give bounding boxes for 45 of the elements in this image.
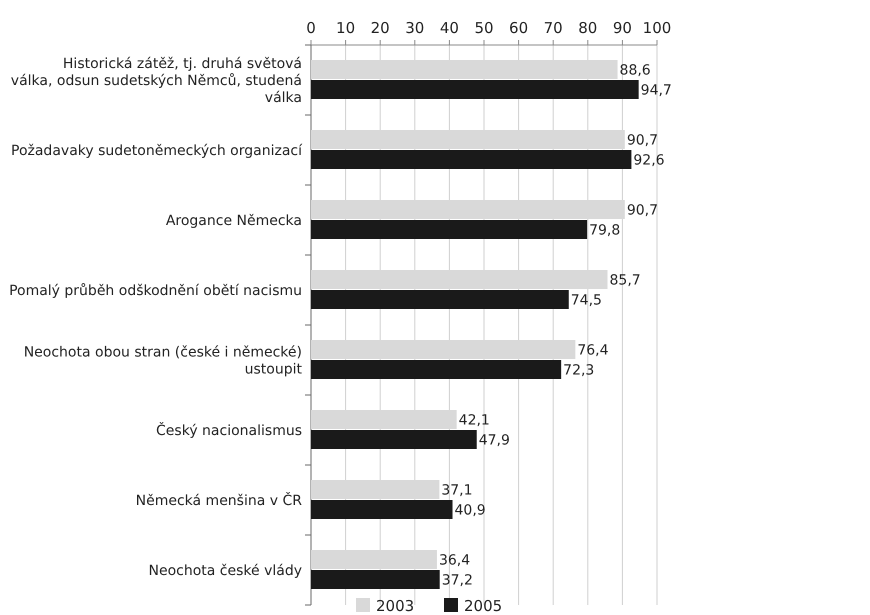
data-label: 90,7 — [626, 202, 658, 218]
x-tick-label: 10 — [336, 19, 356, 37]
bar — [311, 430, 477, 449]
data-label: 76,4 — [577, 342, 609, 358]
data-label: 94,7 — [640, 82, 672, 98]
x-tick-label: 90 — [612, 19, 632, 37]
data-label: 42,1 — [458, 412, 490, 428]
y-tick-label: Pomalý průběh odškodnění obětí nacismu — [9, 283, 302, 299]
data-label: 72,3 — [563, 362, 594, 378]
y-tick-label: Český nacionalismus — [156, 422, 302, 439]
data-label: 47,9 — [478, 432, 510, 448]
data-label: 90,7 — [626, 132, 658, 148]
x-tick-label: 70 — [544, 19, 563, 37]
y-tick-label: Německá menšina v ČR — [136, 492, 302, 509]
y-tick-label: Historická zátěž, tj. druhá světová válka, odsun sudetských Němců, studená válka — [10, 56, 302, 106]
y-tick-label: Arogance Německa — [166, 213, 302, 229]
x-tick-label: 50 — [474, 19, 494, 37]
data-label: 36,4 — [438, 552, 470, 568]
bar — [311, 360, 562, 379]
data-label: 37,2 — [442, 572, 473, 588]
y-tick-label: Neochota české vlády — [148, 563, 302, 579]
x-tick-label: 40 — [440, 19, 459, 37]
legend-label: 2005 — [464, 597, 502, 615]
data-label: 79,8 — [589, 222, 620, 238]
bar — [311, 570, 440, 589]
data-label: 88,6 — [620, 62, 651, 78]
bar — [311, 150, 632, 169]
data-label: 85,7 — [610, 272, 641, 288]
data-label: 37,1 — [441, 482, 473, 498]
bar — [311, 500, 453, 519]
bar — [311, 80, 639, 99]
x-tick-label: 80 — [578, 19, 598, 37]
y-tick-label: Požadavaky sudetoněmeckých organizací — [11, 143, 304, 159]
x-tick-label: 60 — [509, 19, 528, 37]
data-label: 74,5 — [570, 292, 602, 308]
data-label: 92,6 — [633, 152, 665, 168]
x-tick-label: 100 — [642, 19, 672, 37]
x-tick-label: 30 — [405, 19, 424, 37]
y-tick-label: Neochota obou stran (české i německé) ustoupit — [24, 344, 302, 378]
x-tick-label: 0 — [306, 19, 316, 37]
data-label: 40,9 — [454, 502, 486, 518]
bar — [311, 290, 569, 309]
legend-label: 2003 — [376, 597, 414, 615]
bar — [311, 220, 588, 239]
x-tick-label: 20 — [370, 19, 390, 37]
